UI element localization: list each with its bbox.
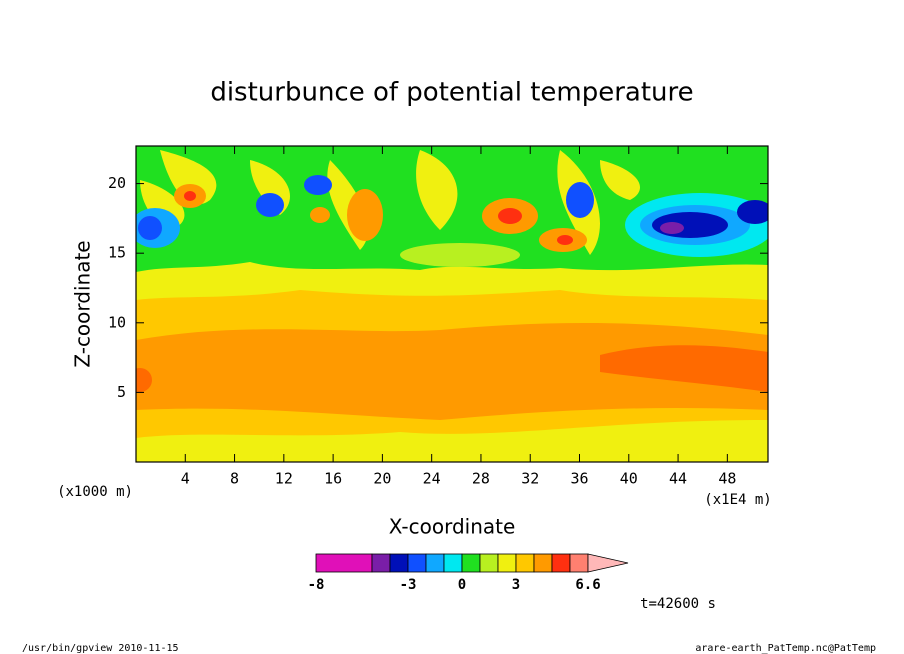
x-tick-label: 44 [669,470,687,488]
colorbar-box [497,553,517,573]
colorbar-extension [587,553,629,573]
x-unit-label-2: (x1E4 m) [704,492,771,508]
x-tick-label: 8 [230,470,239,488]
y-tick-label: 10 [108,313,126,331]
plot-frame [135,145,769,463]
y-tick-label: 20 [108,174,126,192]
colorbar-box [533,553,553,573]
footer-right: arare-earth_PatTemp.nc@PatTemp [695,643,876,654]
colorbar-box [515,553,535,573]
x-tick-label: 36 [570,470,588,488]
colorbar-box [569,553,589,573]
x-axis-title: X-coordinate [389,515,516,539]
x-tick-label: 48 [718,470,736,488]
y-axis-title: Z-coordinate [71,240,95,367]
x-tick-label: 28 [472,470,490,488]
x-tick-label: 32 [521,470,539,488]
time-label: t=42600 s [640,596,716,612]
colorbar-box [315,553,373,573]
contour-field [136,146,768,462]
colorbar-tick-label: 0 [458,577,466,593]
x-tick-label: 24 [423,470,441,488]
x-unit-label: (x1000 m) [57,484,133,500]
colorbar-tick-label: 3 [512,577,520,593]
y-tick-label: 5 [117,383,126,401]
colorbar-box [407,553,427,573]
colorbar-box [551,553,571,573]
x-tick-label: 40 [620,470,638,488]
x-tick-label: 16 [324,470,342,488]
y-tick-label: 15 [108,244,126,262]
colorbar-box [479,553,499,573]
x-tick-label: 12 [275,470,293,488]
colorbar-box [371,553,391,573]
colorbar-box [389,553,409,573]
x-tick-label: 4 [181,470,190,488]
chart-title: disturbunce of potential temperature [210,78,693,108]
footer-left: /usr/bin/gpview 2010-11-15 [22,643,179,654]
colorbar-box [461,553,481,573]
colorbar-box [443,553,463,573]
colorbar-tick-label: -8 [308,577,325,593]
x-tick-label: 20 [373,470,391,488]
colorbar-box [425,553,445,573]
colorbar-tick-label: -3 [400,577,417,593]
colorbar-tick-label: 6.6 [575,577,600,593]
